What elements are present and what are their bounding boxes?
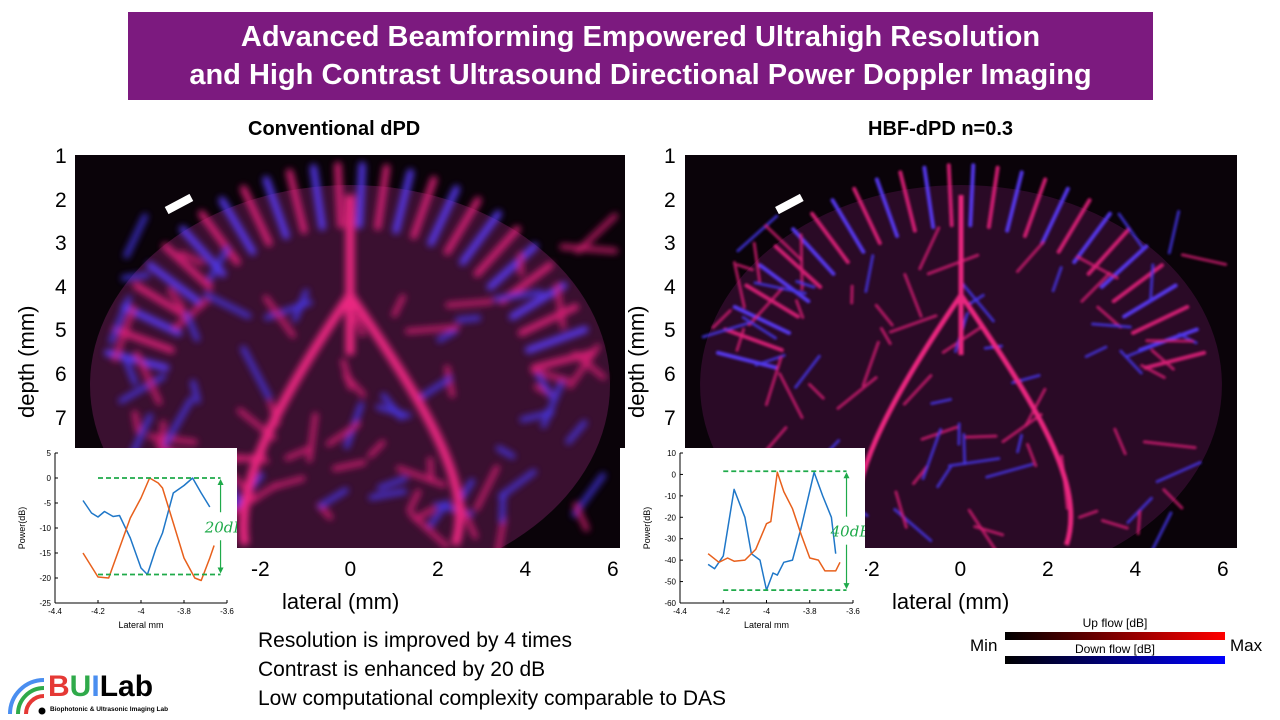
series-line-orange (707, 471, 841, 572)
x-tick-label: -4.4 (673, 607, 687, 616)
x-tick-label: -3.8 (803, 607, 817, 616)
logo-subtitle: Biophotonic & Ultrasonic Imaging Lab (50, 706, 169, 713)
lateral-tick: -2 (861, 558, 880, 581)
depth-tick: 5 (664, 319, 676, 343)
colorbar-max-label: Max (1230, 636, 1263, 655)
depth-tick: 4 (664, 275, 676, 299)
depth-tick: 6 (664, 363, 676, 386)
left-panel-title: Conventional dPD (248, 118, 421, 140)
x-tick-label: -4.4 (48, 607, 62, 616)
summary-list: Resolution is improved by 4 times Contra… (258, 626, 726, 713)
title-line-1: Advanced Beamforming Empowered Ultrahigh… (240, 21, 1041, 53)
depth-tick: 2 (664, 188, 676, 212)
series-line-blue (707, 471, 837, 591)
lateral-tick: 2 (1042, 558, 1054, 581)
y-tick-label: -10 (39, 524, 51, 533)
signal-waves-icon (8, 678, 46, 715)
arrow-head-up-icon (217, 479, 224, 485)
lateral-tick: 0 (344, 558, 357, 581)
right-panel-title: HBF-dPD n=0.3 (868, 118, 1014, 140)
down-flow-colorbar (1005, 656, 1225, 664)
arrow-head-down-icon (217, 567, 224, 574)
y-tick-label: 5 (47, 449, 52, 458)
y-tick-label: -15 (39, 549, 51, 558)
y-tick-label: -5 (44, 499, 52, 508)
y-axis-label: Power(dB) (17, 507, 27, 550)
y-tick-label: 10 (667, 449, 676, 458)
x-tick-label: -3.6 (220, 607, 234, 616)
contrast-annotation: 40dB (830, 523, 865, 541)
depth-tick: 2 (55, 188, 67, 212)
depth-tick: 1 (664, 145, 676, 168)
bullet-contrast: Contrast is enhanced by 20 dB (258, 658, 546, 681)
bullet-complexity: Low computational complexity comparable … (258, 687, 727, 710)
depth-tick: 1 (55, 145, 67, 168)
y-tick-label: -50 (664, 578, 676, 587)
down-flow-label: Down flow [dB] (1074, 642, 1156, 656)
series-line-orange (82, 477, 215, 582)
x-tick-label: -4 (137, 607, 145, 616)
x-axis-label: Lateral mm (118, 620, 163, 630)
x-tick-label: -4 (763, 607, 771, 616)
y-axis-label: Power(dB) (642, 507, 652, 550)
depth-tick: 7 (664, 406, 676, 430)
lateral-tick: 6 (607, 558, 619, 581)
depth-tick: 3 (55, 232, 67, 256)
lateral-tick: 2 (432, 558, 444, 581)
arrow-head-up-icon (843, 472, 850, 479)
lateral-tick: 4 (519, 558, 532, 581)
x-tick-label: -3.6 (846, 607, 860, 616)
left-y-axis-label: depth (mm) (14, 305, 39, 418)
series-line-blue (82, 477, 211, 576)
lateral-tick: -2 (251, 558, 270, 581)
up-flow-colorbar (1005, 632, 1225, 640)
lateral-tick: 0 (954, 558, 967, 581)
slide-title: Advanced Beamforming Empowered Ultrahigh… (128, 12, 1153, 100)
colorbar-min-label: Min (970, 636, 998, 655)
right-profile-inset: 10 0 -10 -20 -30 -40 -50 -60 -4.4 -4.2 -4 -3.8 -3.6 L… (620, 448, 865, 634)
y-tick-label: -40 (664, 556, 676, 565)
depth-tick: 4 (55, 275, 67, 299)
x-tick-label: -3.8 (177, 607, 191, 616)
lateral-tick: 6 (1217, 558, 1229, 581)
y-tick-label: -30 (664, 535, 676, 544)
arrow-head-down-icon (843, 583, 850, 590)
y-tick-label: -60 (664, 599, 676, 608)
bullet-resolution: Resolution is improved by 4 times (258, 629, 572, 652)
x-tick-label: -4.2 (91, 607, 105, 616)
lateral-tick: 4 (1129, 558, 1142, 581)
title-line-2: and High Contrast Ultrasound Directional… (189, 59, 1092, 91)
y-tick-label: -20 (39, 574, 51, 583)
x-tick-label: -4.2 (716, 607, 730, 616)
y-tick-label: 0 (47, 474, 52, 483)
depth-tick: 6 (55, 363, 67, 386)
y-tick-label: -20 (664, 513, 676, 522)
up-flow-label: Up flow [dB] (1082, 616, 1148, 630)
depth-tick: 7 (55, 406, 67, 430)
depth-tick: 3 (664, 232, 676, 256)
right-x-axis-label: lateral (mm) (892, 589, 1010, 614)
depth-tick: 5 (55, 319, 67, 343)
y-tick-label: -25 (39, 599, 51, 608)
y-tick-label: -10 (664, 492, 676, 501)
left-x-axis-label: lateral (mm) (282, 589, 400, 614)
x-axis-label: Lateral mm (744, 620, 789, 630)
y-tick-label: 0 (672, 470, 677, 479)
left-profile-inset: 5 0 -5 -10 -15 -20 -25 -4.4 -4.2 -4 -3.8 -3.6 Latera… (0, 448, 237, 634)
builab-logo: BUILab Biophotonic & Ultrasonic Imaging … (4, 670, 184, 718)
right-y-axis-label: depth (mm) (624, 305, 649, 418)
